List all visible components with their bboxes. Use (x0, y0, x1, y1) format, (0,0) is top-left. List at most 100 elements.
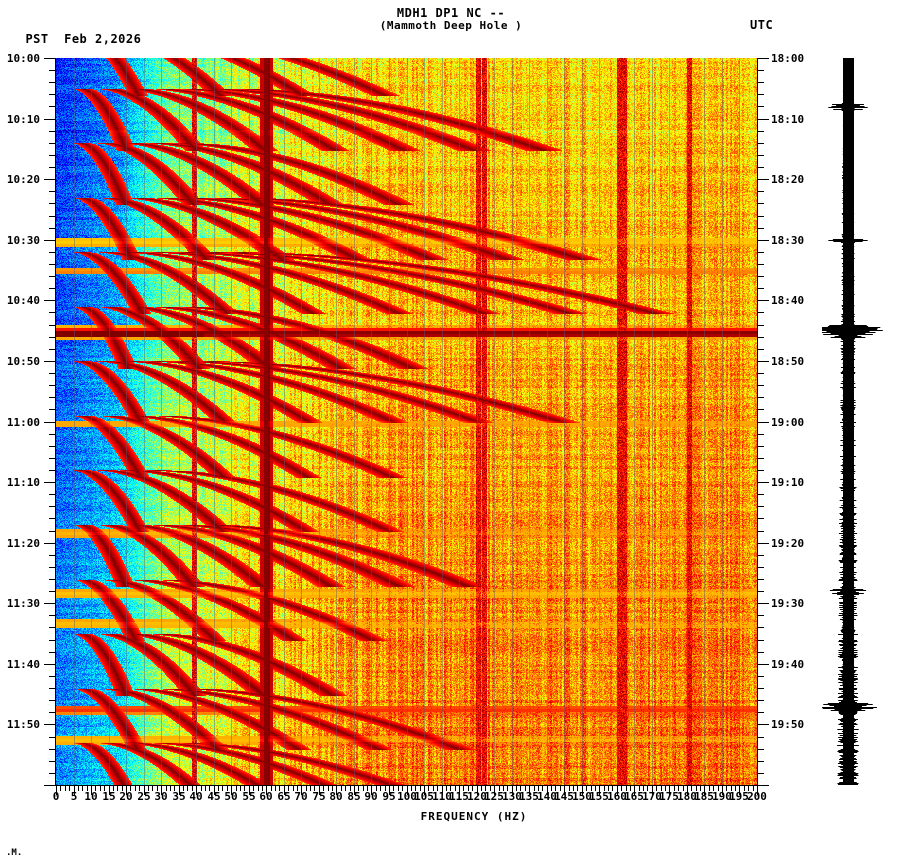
x-tick-minor (183, 786, 184, 791)
y-axis-right-time-label: 19:50 (771, 718, 805, 731)
y-axis-right-time-label: 18:20 (771, 173, 805, 186)
x-tick-major (214, 786, 215, 795)
y-tick-minor-left (49, 131, 55, 132)
y-tick-minor-right (758, 700, 764, 701)
x-tick-minor (713, 786, 714, 791)
x-tick-minor (78, 786, 79, 791)
x-axis-tick-label: 80 (329, 790, 343, 803)
y-tick-minor-left (49, 409, 55, 410)
y-tick-minor-left (49, 640, 55, 641)
y-tick-major-right (758, 119, 769, 120)
y-tick-minor-left (49, 446, 55, 447)
y-axis-right-time-label: 19:20 (771, 537, 805, 550)
x-tick-minor (415, 786, 416, 791)
x-tick-minor (485, 786, 486, 791)
y-tick-minor-right (758, 349, 764, 350)
x-axis-tick-label: 65 (277, 790, 291, 803)
x-axis-tick-label: 165 (624, 790, 644, 803)
x-tick-minor (586, 786, 587, 791)
x-tick-minor (647, 786, 648, 791)
x-axis-tick-label: 135 (519, 790, 539, 803)
x-tick-minor (656, 786, 657, 791)
x-tick-minor (222, 786, 223, 791)
x-tick-minor (735, 786, 736, 791)
x-tick-minor (60, 786, 61, 791)
spectrogram-plot-area[interactable] (56, 58, 757, 785)
y-tick-minor-right (758, 167, 764, 168)
x-tick-major (669, 786, 670, 795)
y-tick-minor-right (758, 773, 764, 774)
x-axis-tick-label: 190 (712, 790, 732, 803)
x-tick-major (161, 786, 162, 795)
x-tick-minor (402, 786, 403, 791)
y-tick-minor-right (758, 373, 764, 374)
x-tick-minor (139, 786, 140, 791)
x-tick-minor (455, 786, 456, 791)
x-tick-minor (258, 786, 259, 791)
x-axis-tick-label: 180 (677, 790, 697, 803)
x-tick-minor (503, 786, 504, 791)
x-tick-minor (691, 786, 692, 791)
y-tick-major-left (44, 119, 55, 120)
x-tick-major (757, 786, 758, 795)
y-tick-minor-left (49, 82, 55, 83)
y-tick-minor-right (758, 531, 764, 532)
x-tick-minor (380, 786, 381, 791)
seismogram-trace-panel[interactable] (822, 58, 892, 785)
y-tick-minor-right (758, 155, 764, 156)
x-tick-minor (205, 786, 206, 791)
y-tick-minor-left (49, 143, 55, 144)
y-tick-minor-left (49, 652, 55, 653)
y-tick-major-right (758, 603, 769, 604)
y-tick-minor-left (49, 506, 55, 507)
x-axis-tick-label: 15 (102, 790, 116, 803)
y-tick-minor-right (758, 70, 764, 71)
y-axis-left-time-label: 11:40 (6, 658, 40, 671)
y-tick-minor-left (49, 567, 55, 568)
station-name-subtitle: (Mammoth Deep Hole ) (379, 19, 523, 32)
x-tick-minor (542, 786, 543, 791)
y-axis-left-time-label: 10:30 (6, 234, 40, 247)
y-tick-minor-right (758, 216, 764, 217)
y-tick-major-right (758, 543, 769, 544)
x-axis-tick-label: 35 (172, 790, 186, 803)
y-tick-minor-right (758, 312, 764, 313)
x-tick-minor (726, 786, 727, 791)
x-tick-major (109, 786, 110, 795)
x-tick-major (652, 786, 653, 795)
x-tick-minor (323, 786, 324, 791)
x-tick-minor (236, 786, 237, 791)
station-code-title: MDH1 DP1 NC -- (396, 6, 506, 20)
y-tick-major-left (44, 240, 55, 241)
y-tick-minor-left (49, 94, 55, 95)
y-axis-right-time-label: 18:00 (771, 52, 805, 65)
x-axis-line (55, 785, 758, 786)
y-axis-left-time-label: 11:30 (6, 597, 40, 610)
x-tick-major (126, 786, 127, 795)
x-axis-tick-label: 0 (52, 790, 60, 803)
x-tick-minor (678, 786, 679, 791)
y-tick-minor-left (49, 228, 55, 229)
x-axis-tick-label: 195 (729, 790, 749, 803)
x-tick-minor (560, 786, 561, 791)
x-axis-tick-label: 160 (607, 790, 627, 803)
y-tick-minor-right (758, 749, 764, 750)
y-tick-minor-right (758, 737, 764, 738)
y-tick-minor-right (758, 627, 764, 628)
y-tick-minor-right (758, 397, 764, 398)
x-tick-minor (192, 786, 193, 791)
x-tick-major (319, 786, 320, 795)
y-tick-minor-left (49, 615, 55, 616)
y-tick-minor-left (49, 264, 55, 265)
x-tick-minor (117, 786, 118, 791)
x-tick-minor (87, 786, 88, 791)
x-tick-minor (507, 786, 508, 791)
y-tick-minor-right (758, 712, 764, 713)
x-tick-minor (122, 786, 123, 791)
x-tick-minor (683, 786, 684, 791)
x-tick-major (301, 786, 302, 795)
x-axis-tick-label: 55 (242, 790, 256, 803)
timezone-label-pst: PST (25, 32, 49, 46)
y-tick-major-right (758, 664, 769, 665)
x-axis-tick-label: 85 (347, 790, 361, 803)
